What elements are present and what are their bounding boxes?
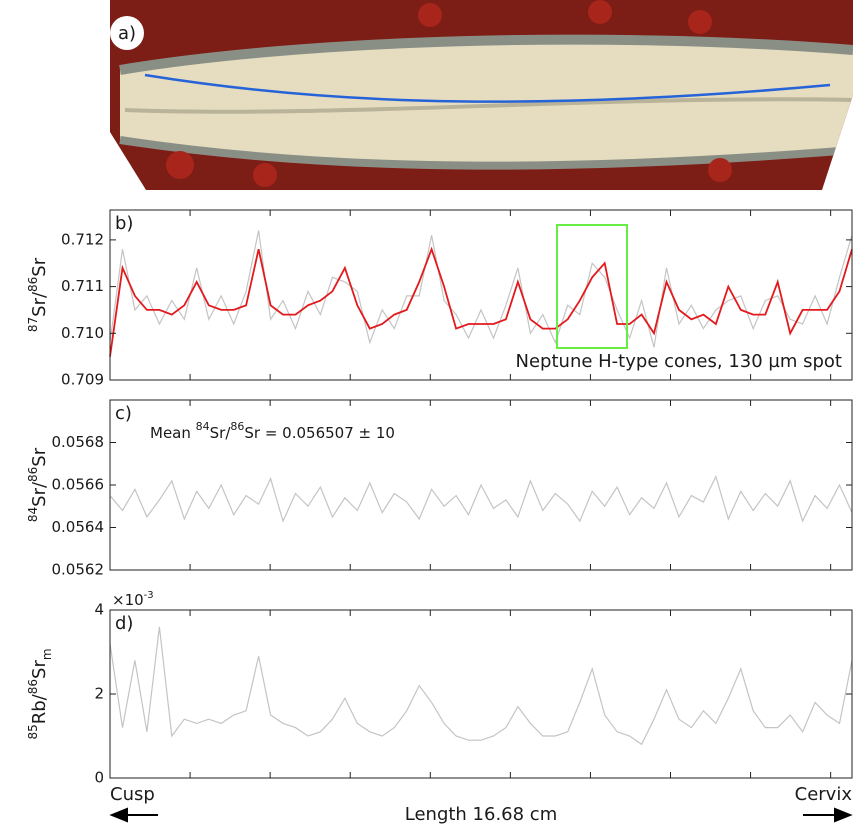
y-tick-label: 0.709 [61,371,104,389]
panel-label: a) [118,23,136,44]
y-tick-label: 0.0564 [52,518,105,536]
axis-multiplier: ×10-3 [112,590,154,609]
data-line [109,230,853,348]
y-tick-label: 0.0562 [52,561,105,579]
x-end-label: Cervix [795,784,853,805]
y-tick-label: 2 [94,685,104,703]
multiplier-part: -3 [144,590,154,601]
y-tick-label: 0.712 [61,230,104,248]
annotation-part: 86 [230,420,244,433]
y-axis-label: 85Rb/86Srm [26,648,54,739]
annotation-part: 84 [196,420,210,433]
y-axis-label: 84Sr/86Sr [26,447,51,522]
panel-label: d) [115,613,133,634]
annotation-part: Sr/ [210,424,232,442]
y-tick-label: 0.710 [61,324,104,342]
ylabel-part: 86 [26,277,40,292]
data-line [109,474,853,523]
ylabel-part: 87 [26,317,40,332]
y-tick-label: 0.711 [61,277,104,295]
panel-label: b) [115,213,133,234]
x-axis-label: Length 16.68 cm [405,804,558,824]
ylabel-part: 84 [26,507,40,522]
data-line [109,246,853,357]
ylabel-part: 85 [26,724,40,739]
annotation-part: Mean [150,424,196,442]
axes-box [109,609,853,779]
direction-arrows [109,807,853,823]
ylabel-part: Rb/ [29,693,50,724]
annotation: Neptune H-type cones, 130 µm spot [516,351,842,372]
y-tick-label: 0 [94,769,104,787]
y-tick-label: 4 [94,601,104,619]
ylabel-part: 86 [26,467,40,482]
ylabel-part: Sr/ [29,291,50,317]
ylabel-part: Sr [29,660,50,679]
ylabel-part: 86 [26,679,40,694]
y-tick-label: 0.0568 [52,433,105,451]
annotation: Mean 84Sr/86Sr = 0.056507 ± 10 [150,420,395,442]
highlight-box [556,224,628,349]
multiplier-part: ×10 [112,591,144,609]
ylabel-part: Sr [29,447,50,466]
ylabel-part: Sr/ [29,481,50,507]
ylabel-part: m [40,648,54,660]
y-axis-label: 87Sr/86Sr [26,257,51,332]
axes-box [109,209,853,381]
data-line [109,626,853,746]
tooth-photo [110,0,853,190]
panel-label: c) [115,403,132,424]
annotation-part: Sr = 0.056507 ± 10 [244,424,395,442]
y-tick-label: 0.0566 [52,476,105,494]
x-start-label: Cusp [110,784,155,805]
panel-label-bg [110,16,144,50]
ylabel-part: Sr [29,257,50,276]
